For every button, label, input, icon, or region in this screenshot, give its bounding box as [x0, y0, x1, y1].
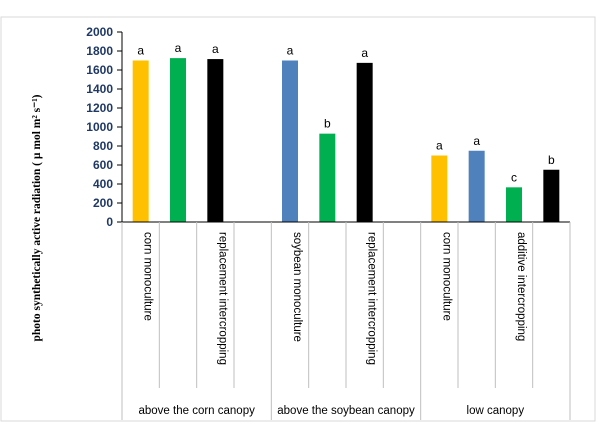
- bar: [132, 60, 149, 222]
- bar: [319, 133, 336, 222]
- y-axis: 0 200 400 600 800 1000 1200 1400 1600 1800 2000: [86, 25, 123, 229]
- significance-letter: a: [473, 134, 480, 148]
- category-label: additive intercropping: [515, 232, 527, 341]
- category-label: replacement intercropping: [366, 232, 378, 365]
- bar: [543, 169, 560, 222]
- y-tick-label: 200: [93, 196, 113, 210]
- y-tick-label: 600: [93, 158, 113, 172]
- y-tick-label: 1600: [86, 63, 113, 77]
- bar: [282, 60, 298, 222]
- category-label: replacement intercropping: [216, 232, 228, 365]
- significance-letter: a: [212, 42, 219, 56]
- significance-letter: b: [548, 153, 555, 167]
- significance-letter: c: [511, 170, 517, 184]
- y-tick-label: 1200: [86, 101, 113, 115]
- group-label: low canopy: [467, 405, 525, 417]
- significance-letter: b: [324, 117, 331, 131]
- y-tick-label: 1800: [86, 44, 113, 58]
- y-tick-label: 800: [93, 139, 113, 153]
- significance-letter: a: [287, 44, 294, 58]
- significance-letter: a: [137, 44, 144, 58]
- bar: [356, 62, 373, 222]
- y-axis-title: photo synthetically active radiation ( µ…: [31, 94, 43, 341]
- y-tick-label: 400: [93, 177, 113, 191]
- y-tick-label: 1000: [86, 120, 113, 134]
- bar: [506, 187, 522, 222]
- bar: [431, 155, 448, 222]
- group-label: above the corn canopy: [138, 405, 255, 417]
- y-tick-label: 1400: [86, 82, 113, 96]
- bars-layer: a a a a b a a a c b: [132, 41, 560, 223]
- category-label: corn monoculture: [142, 232, 154, 321]
- significance-letter: a: [436, 139, 443, 153]
- group-label: above the soybean canopy: [277, 405, 415, 417]
- y-tick-label: 2000: [86, 25, 113, 39]
- bar: [468, 150, 485, 222]
- category-label: corn monoculture: [440, 232, 452, 321]
- category-label: soybean monoculture: [291, 232, 303, 342]
- bar: [207, 59, 224, 223]
- x-axis: corn monoculture replacement intercroppin…: [121, 221, 571, 420]
- significance-letter: a: [175, 41, 182, 55]
- bar: [170, 58, 186, 222]
- significance-letter: a: [361, 46, 368, 60]
- y-tick-label: 0: [106, 215, 113, 229]
